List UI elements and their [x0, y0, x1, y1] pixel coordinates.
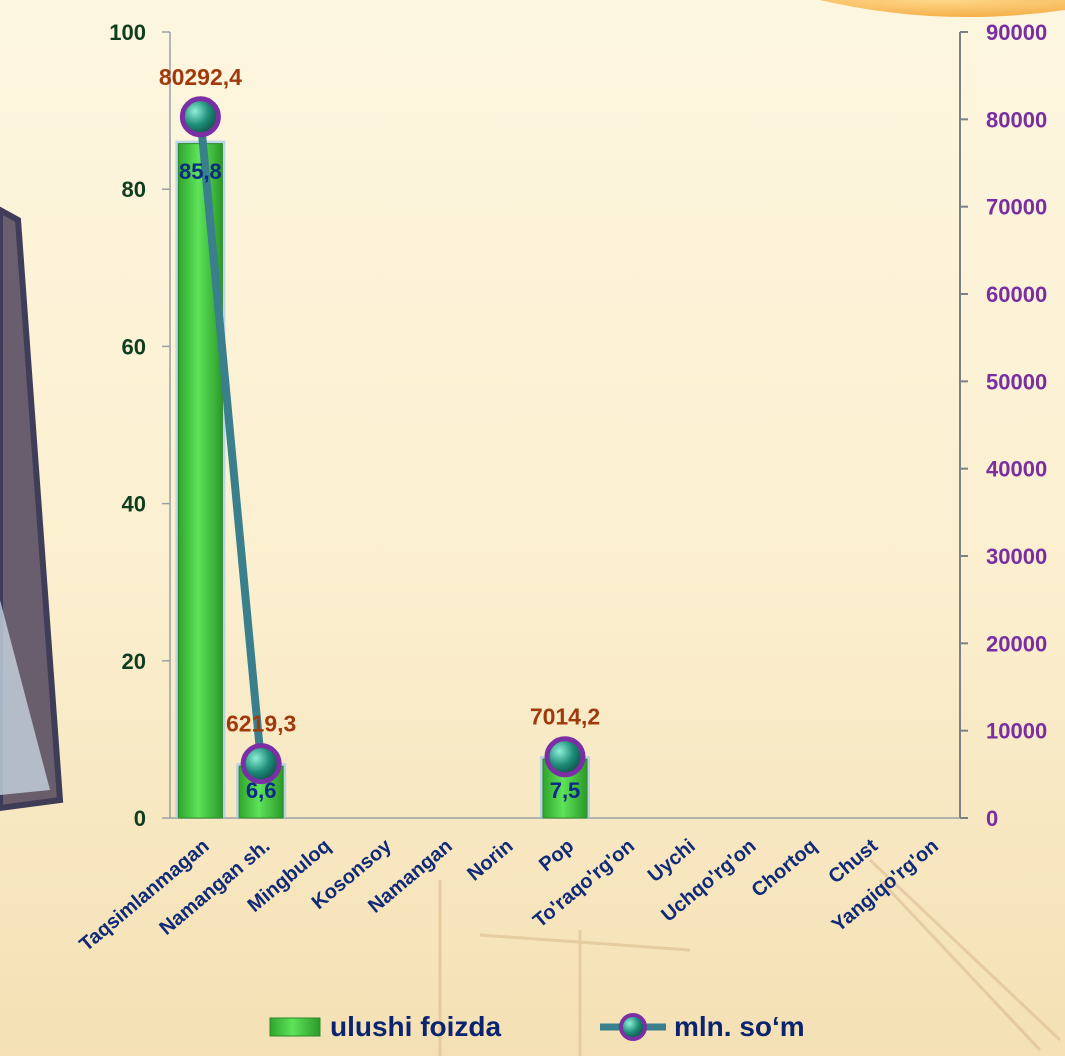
- crane-silhouette-icon: [438, 858, 1062, 1056]
- legend-bar-label: ulushi foizda: [330, 1011, 502, 1042]
- category-label: Chortoq: [748, 835, 822, 902]
- line-value-label: 6219,3: [226, 711, 296, 737]
- right-tick-label: 70000: [986, 195, 1047, 220]
- category-label: Norin: [463, 835, 517, 885]
- right-tick-label: 10000: [986, 719, 1047, 744]
- right-tick-label: 50000: [986, 369, 1047, 394]
- left-tick-label: 20: [122, 649, 146, 674]
- right-tick-label: 20000: [986, 631, 1047, 656]
- category-label: Yangiqo'rg'on: [828, 835, 943, 937]
- category-label: Namangan sh.: [156, 835, 275, 940]
- legend-bar-swatch: [269, 1017, 321, 1037]
- left-tick-label: 100: [109, 20, 146, 45]
- left-tick-label: 60: [122, 334, 146, 359]
- line-value-label: 80292,4: [159, 64, 242, 90]
- series-line: [196, 112, 266, 768]
- right-tick-label: 30000: [986, 544, 1047, 569]
- pyramid-inner-shape: [0, 600, 50, 795]
- line-series: 80292,4 6219,3 7014,2 85,8 6,6 7,5: [159, 64, 600, 803]
- right-tick-label: 40000: [986, 457, 1047, 482]
- left-axis-ticks: 0 20 40 60 80 100: [109, 20, 170, 831]
- line-value-label: 7014,2: [530, 704, 600, 730]
- right-tick-label: 0: [986, 806, 998, 831]
- sun-swoosh-shape: [820, 0, 1065, 18]
- left-tick-label: 0: [134, 806, 146, 831]
- right-tick-label: 60000: [986, 282, 1047, 307]
- category-label: Uychi: [644, 835, 700, 887]
- bar-value-label: 6,6: [246, 778, 277, 803]
- line-point: [544, 736, 586, 778]
- legend-line-marker-icon: [619, 1013, 647, 1041]
- category-label: Pop: [535, 835, 578, 876]
- bar-value-label: 85,8: [179, 159, 222, 184]
- legend: ulushi foizda mln. so‘m: [269, 1011, 805, 1042]
- left-tick-label: 80: [122, 177, 146, 202]
- right-axis-ticks: 0 10000 20000 30000 40000 50000 60000 70000 8000…: [960, 20, 1047, 831]
- left-tick-label: 40: [122, 492, 146, 517]
- bar-value-label: 7,5: [550, 778, 581, 803]
- line-point: [240, 743, 282, 785]
- right-tick-label: 80000: [986, 107, 1047, 132]
- legend-line-label: mln. so‘m: [674, 1011, 805, 1042]
- line-point: [179, 96, 221, 138]
- right-tick-label: 90000: [986, 20, 1047, 45]
